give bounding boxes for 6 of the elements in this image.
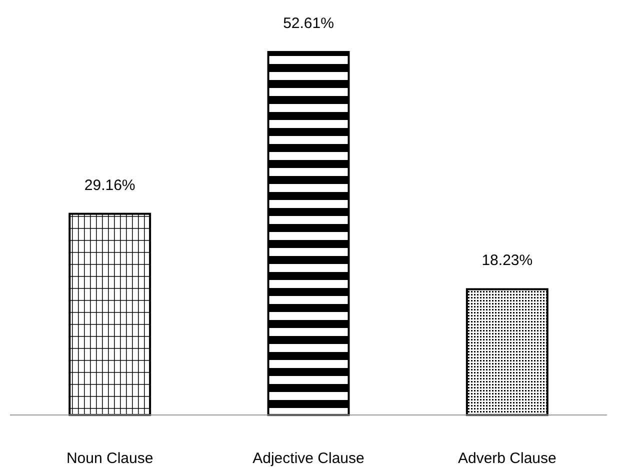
data-label: 18.23%	[482, 252, 533, 270]
data-label: 52.61%	[283, 15, 334, 32]
x-tick-label: Adjective Clause	[252, 450, 364, 467]
x-tick-label: Noun Clause	[66, 450, 154, 467]
x-tick-label: Adverb Clause	[458, 450, 556, 467]
data-label: 29.16%	[84, 176, 136, 194]
